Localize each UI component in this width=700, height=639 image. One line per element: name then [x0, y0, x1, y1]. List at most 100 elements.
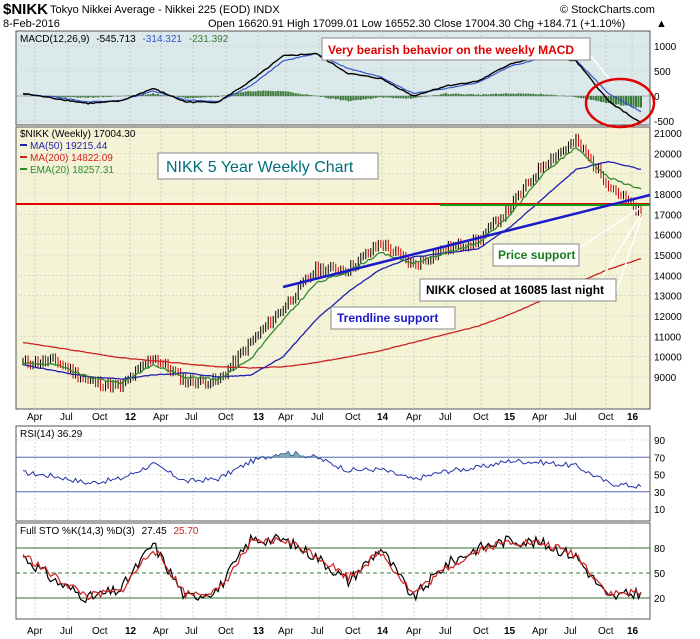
date-label: 8-Feb-2016	[3, 18, 60, 30]
x-tick-label: Jul	[60, 412, 73, 423]
quote-line: Open 16620.91 High 17099.01 Low 16552.30…	[208, 18, 625, 30]
price-ytick-label: 13000	[654, 292, 682, 303]
rsi-overbought-fill	[260, 451, 316, 458]
ema20-line	[22, 147, 642, 385]
macd-legend-prefix: MACD(12,26,9) -545.713 -314.321 -231.392	[20, 34, 229, 45]
price-ytick-label: 14000	[654, 271, 682, 282]
pointer-line	[615, 215, 643, 293]
x-tick-label: Apr	[153, 626, 169, 637]
price-ytick-label: 18000	[654, 190, 682, 201]
sto-legend-d: 25.70	[173, 526, 198, 537]
rsi-panel	[15, 425, 651, 522]
x-tick-label: Oct	[345, 412, 361, 423]
sto-legend: Full STO %K(14,3) %D(3) 27.45 25.70	[20, 526, 199, 537]
trendline	[282, 193, 651, 289]
rsi-ytick-label: 50	[654, 471, 666, 482]
x-tick-label: Jul	[439, 412, 452, 423]
pointer-line	[578, 207, 641, 249]
x-tick-label: Apr	[153, 412, 169, 423]
macd-ytick-label: 0	[654, 92, 660, 103]
ma200-line	[22, 257, 642, 369]
x-tick-label: 16	[627, 626, 639, 637]
sto-ytick-label: 20	[654, 594, 666, 605]
rsi-line	[22, 450, 642, 489]
sto-panel	[15, 522, 651, 620]
x-tick-label: Oct	[218, 626, 234, 637]
price-ytick-label: 11000	[654, 332, 682, 343]
rsi-ytick-label: 70	[654, 453, 666, 464]
x-tick-label: Oct	[598, 626, 614, 637]
x-tick-label: Jul	[311, 412, 324, 423]
x-tick-label: Oct	[92, 412, 108, 423]
x-tick-label: Jul	[439, 626, 452, 637]
x-tick-label: 14	[377, 626, 389, 637]
x-tick-label: Apr	[406, 626, 422, 637]
price-ytick-label: 15000	[654, 251, 682, 262]
macd-highlight-circle	[584, 77, 656, 129]
price-ytick-label: 16000	[654, 231, 682, 242]
x-tick-label: Jul	[564, 412, 577, 423]
macd-hist-value: -231.392	[189, 34, 229, 45]
price-legend-ma50: MA(50) 19215.44	[30, 141, 108, 152]
x-tick-label: 14	[377, 412, 389, 423]
instrument-name: Tokyo Nikkei Average - Nikkei 225 (EOD) …	[50, 4, 280, 16]
chart-title: NIKK 5 Year Weekly Chart	[166, 159, 354, 176]
rsi-ytick-label: 30	[654, 488, 666, 499]
pointer-line	[599, 213, 642, 282]
price-legend-main: $NIKK (Weekly) 17004.30	[20, 129, 136, 140]
macd-signal-value: -314.321	[143, 34, 183, 45]
x-tick-label: Apr	[27, 412, 43, 423]
price-legend-ma200: MA(200) 14822.09	[30, 153, 113, 164]
x-tick-label: Apr	[27, 626, 43, 637]
macd-ytick-label: 1000	[654, 42, 677, 53]
copyright-label: © StockCharts.com	[560, 4, 655, 16]
x-tick-label: Oct	[218, 412, 234, 423]
tick-layer: 21000 20000 19000 18000 17000 16000 15000 14000…	[27, 42, 682, 637]
sto-k-line	[22, 533, 642, 604]
rsi-legend: RSI(14) 36.29	[20, 429, 83, 440]
price-ytick-label: 21000	[654, 129, 682, 140]
x-tick-label: Apr	[532, 626, 548, 637]
x-tick-label: Apr	[278, 412, 294, 423]
price-support-label: Price support	[498, 248, 575, 262]
price-ytick-label: 17000	[654, 210, 682, 221]
x-tick-label: Apr	[406, 412, 422, 423]
x-tick-label: Oct	[473, 412, 489, 423]
x-tick-label: 16	[627, 412, 639, 423]
ma50-line	[22, 160, 642, 380]
macd-ytick-label: 500	[654, 67, 671, 78]
macd-ytick-label: -500	[654, 117, 674, 128]
price-ytick-label: 9000	[654, 373, 677, 384]
rsi-ytick-label: 90	[654, 436, 666, 447]
x-tick-label: Jul	[185, 412, 198, 423]
sto-legend-k: 27.45	[142, 526, 167, 537]
x-tick-label: 13	[253, 412, 265, 423]
sto-legend-name: Full STO %K(14,3) %D(3)	[20, 526, 135, 537]
change-up-icon: ▲	[656, 18, 667, 30]
x-tick-label: 12	[125, 626, 137, 637]
trendline-support-label: Trendline support	[337, 311, 438, 325]
macd-legend-name: MACD(12,26,9)	[20, 34, 89, 45]
closed-note-box	[419, 278, 617, 302]
price-ytick-label: 19000	[654, 170, 682, 181]
x-tick-label: Jul	[60, 626, 73, 637]
rsi-ytick-label: 10	[654, 505, 666, 516]
price-legend-ema20: EMA(20) 18257.31	[30, 165, 114, 176]
x-tick-label: Jul	[564, 626, 577, 637]
closed-note-label: NIKK closed at 16085 last night	[426, 283, 604, 297]
x-tick-label: Apr	[278, 626, 294, 637]
x-tick-label: 15	[504, 412, 516, 423]
price-ytick-label: 10000	[654, 353, 682, 364]
sto-ytick-label: 50	[654, 569, 666, 580]
x-tick-label: Oct	[345, 626, 361, 637]
x-tick-label: 15	[504, 626, 516, 637]
annotation-layer	[16, 54, 651, 293]
x-tick-label: Jul	[185, 626, 198, 637]
sto-d-line	[22, 536, 642, 601]
macd-annotation: Very bearish behavior on the weekly MACD	[328, 43, 574, 57]
price-support-box	[492, 243, 580, 267]
sto-ytick-label: 80	[654, 544, 666, 555]
chart-title-box	[157, 152, 379, 180]
symbol-label: $NIKK	[3, 1, 48, 18]
